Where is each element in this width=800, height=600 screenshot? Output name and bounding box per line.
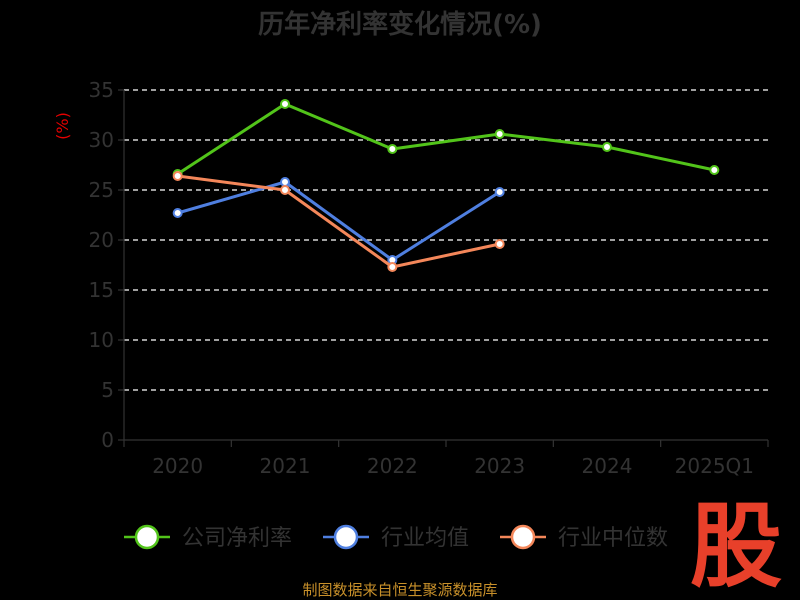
data-point-0[interactable] <box>387 144 398 154</box>
y-tick-label: 20 <box>89 228 114 252</box>
legend-label[interactable]: 行业中位数 <box>558 526 668 551</box>
data-point-2[interactable] <box>280 185 290 195</box>
axis-layer: 0 5 10 15 20 25 30 35 2020 2021 2022 2023 2024 2025Q1 <box>89 78 769 478</box>
data-point-2[interactable] <box>494 239 505 249</box>
x-tick-label: 2024 <box>582 454 633 478</box>
y-tick-label: 35 <box>89 78 114 102</box>
y-tick-label: 15 <box>89 278 114 302</box>
y-tick-label: 25 <box>89 178 114 202</box>
y-tick-label: 10 <box>89 328 114 352</box>
legend-label[interactable]: 公司净利率 <box>182 526 292 551</box>
data-point-1[interactable] <box>494 187 505 197</box>
data-point-0[interactable] <box>602 142 612 152</box>
series-line-1 <box>177 180 501 262</box>
data-point-1[interactable] <box>280 177 290 187</box>
legend-marker <box>333 524 359 550</box>
x-tick-label: 2020 <box>152 454 203 478</box>
y-tick-label: 0 <box>101 428 114 452</box>
legend-marker <box>510 524 536 550</box>
data-point-0[interactable] <box>709 165 720 175</box>
data-point-0[interactable] <box>494 129 505 139</box>
x-tick-label: 2022 <box>367 454 418 478</box>
data-source-note: 制图数据来自恒生聚源数据库 <box>302 581 497 599</box>
data-point-0[interactable] <box>280 99 290 109</box>
series-line-0 <box>176 102 715 176</box>
data-point-2[interactable] <box>387 262 398 272</box>
logo-glyph: 股 <box>690 493 782 600</box>
y-tick-label: 5 <box>101 378 114 402</box>
x-tick-label: 2023 <box>474 454 525 478</box>
legend-label[interactable]: 行业均值 <box>381 526 469 551</box>
legend-marker <box>134 524 160 550</box>
grid-layer <box>124 89 768 391</box>
data-point-1[interactable] <box>172 208 183 218</box>
x-tick-label: 2021 <box>260 454 311 478</box>
series-line-2 <box>177 174 500 269</box>
y-axis-unit: (%) <box>53 112 72 140</box>
series-layer <box>172 99 720 272</box>
legend: 公司净利率 行业均值 行业中位数 <box>124 524 668 551</box>
x-tick-label: 2025Q1 <box>675 454 754 478</box>
y-tick-label: 30 <box>89 128 114 152</box>
data-point-2[interactable] <box>172 171 183 181</box>
chart-title: 历年净利率变化情况(%) <box>258 9 542 40</box>
